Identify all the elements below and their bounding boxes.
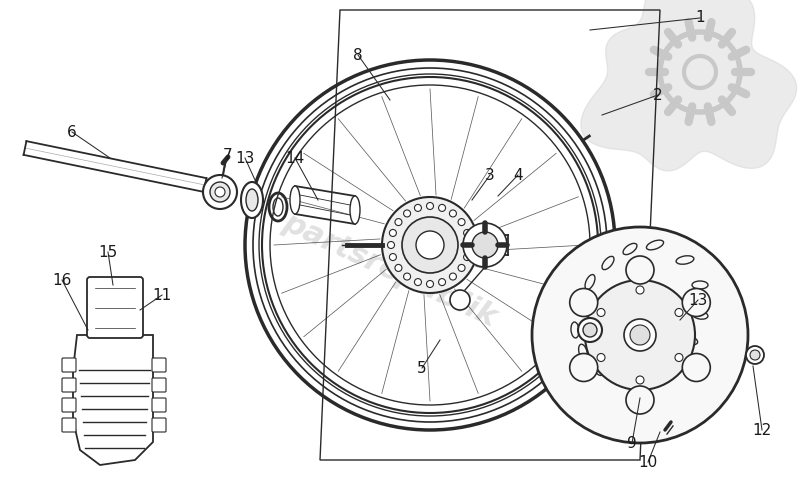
Text: 13: 13: [235, 150, 254, 166]
Circle shape: [578, 318, 602, 342]
Circle shape: [458, 219, 465, 225]
FancyBboxPatch shape: [152, 418, 166, 432]
FancyBboxPatch shape: [87, 277, 143, 338]
Circle shape: [750, 350, 760, 360]
Circle shape: [390, 253, 397, 261]
FancyBboxPatch shape: [62, 418, 76, 432]
FancyBboxPatch shape: [152, 398, 166, 412]
Ellipse shape: [241, 182, 263, 218]
Text: 15: 15: [98, 245, 118, 260]
Circle shape: [382, 197, 478, 293]
Circle shape: [450, 273, 457, 280]
Circle shape: [597, 353, 605, 362]
Circle shape: [463, 229, 470, 237]
FancyBboxPatch shape: [62, 398, 76, 412]
Circle shape: [203, 175, 237, 209]
Circle shape: [395, 265, 402, 271]
Circle shape: [597, 309, 605, 317]
Text: 9: 9: [627, 436, 637, 450]
Circle shape: [402, 217, 458, 273]
Text: 14: 14: [286, 150, 305, 166]
Circle shape: [463, 223, 507, 267]
Circle shape: [426, 202, 434, 210]
Circle shape: [438, 204, 446, 211]
Circle shape: [682, 289, 710, 317]
Text: 5: 5: [417, 361, 427, 375]
Circle shape: [636, 286, 644, 294]
Circle shape: [570, 353, 598, 382]
Text: 10: 10: [638, 455, 658, 469]
Text: 7: 7: [223, 147, 233, 163]
Circle shape: [463, 253, 470, 261]
Circle shape: [532, 227, 748, 443]
Text: 16: 16: [52, 272, 72, 288]
Circle shape: [395, 219, 402, 225]
Circle shape: [682, 353, 710, 382]
Text: 2: 2: [653, 88, 663, 102]
Text: 12: 12: [752, 422, 772, 438]
Circle shape: [630, 325, 650, 345]
Circle shape: [583, 323, 597, 337]
Text: 3: 3: [485, 168, 495, 182]
Text: 1: 1: [695, 10, 705, 25]
Circle shape: [466, 242, 473, 248]
Circle shape: [675, 353, 683, 362]
Circle shape: [675, 309, 683, 317]
FancyBboxPatch shape: [62, 358, 76, 372]
Polygon shape: [581, 0, 797, 171]
Circle shape: [416, 231, 444, 259]
Circle shape: [403, 273, 410, 280]
Circle shape: [636, 376, 644, 384]
Circle shape: [585, 280, 695, 390]
Circle shape: [626, 256, 654, 284]
Circle shape: [215, 187, 225, 197]
Circle shape: [458, 265, 465, 271]
Text: 13: 13: [688, 293, 708, 308]
Text: 8: 8: [353, 48, 363, 63]
Ellipse shape: [246, 189, 258, 211]
Polygon shape: [73, 335, 153, 465]
Circle shape: [403, 210, 410, 217]
Circle shape: [472, 232, 498, 258]
Circle shape: [426, 280, 434, 288]
Circle shape: [450, 290, 470, 310]
Circle shape: [624, 319, 656, 351]
Circle shape: [414, 204, 422, 211]
Circle shape: [746, 346, 764, 364]
Circle shape: [210, 182, 230, 202]
Text: 4: 4: [513, 168, 523, 182]
Text: 11: 11: [152, 288, 172, 302]
Text: partsrepublik: partsrepublik: [278, 208, 502, 332]
Circle shape: [450, 210, 457, 217]
Circle shape: [626, 386, 654, 414]
Circle shape: [414, 279, 422, 286]
Circle shape: [390, 229, 397, 237]
Text: 6: 6: [67, 124, 77, 140]
Circle shape: [387, 242, 394, 248]
Circle shape: [570, 289, 598, 317]
Ellipse shape: [350, 196, 360, 224]
FancyBboxPatch shape: [152, 378, 166, 392]
FancyBboxPatch shape: [152, 358, 166, 372]
Circle shape: [438, 279, 446, 286]
Ellipse shape: [290, 186, 300, 214]
FancyBboxPatch shape: [62, 378, 76, 392]
